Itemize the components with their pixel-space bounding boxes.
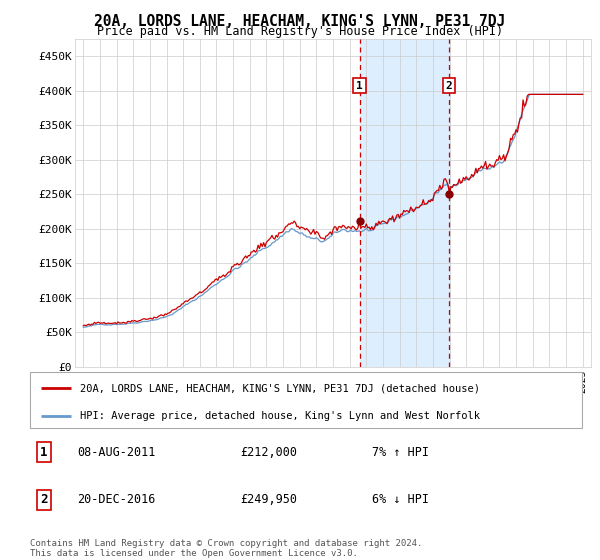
Text: Price paid vs. HM Land Registry's House Price Index (HPI): Price paid vs. HM Land Registry's House …	[97, 25, 503, 38]
Text: HPI: Average price, detached house, King's Lynn and West Norfolk: HPI: Average price, detached house, King…	[80, 411, 479, 421]
Text: 20A, LORDS LANE, HEACHAM, KING'S LYNN, PE31 7DJ: 20A, LORDS LANE, HEACHAM, KING'S LYNN, P…	[94, 14, 506, 29]
Text: £249,950: £249,950	[240, 493, 297, 506]
Text: 1: 1	[40, 446, 47, 459]
Text: 20A, LORDS LANE, HEACHAM, KING'S LYNN, PE31 7DJ (detached house): 20A, LORDS LANE, HEACHAM, KING'S LYNN, P…	[80, 383, 479, 393]
Text: 20-DEC-2016: 20-DEC-2016	[77, 493, 155, 506]
Text: 7% ↑ HPI: 7% ↑ HPI	[372, 446, 429, 459]
Text: 6% ↓ HPI: 6% ↓ HPI	[372, 493, 429, 506]
Text: 08-AUG-2011: 08-AUG-2011	[77, 446, 155, 459]
Text: Contains HM Land Registry data © Crown copyright and database right 2024.
This d: Contains HM Land Registry data © Crown c…	[30, 539, 422, 558]
Text: 2: 2	[446, 81, 452, 91]
Bar	[359, 39, 449, 367]
Text: £212,000: £212,000	[240, 446, 297, 459]
Text: 1: 1	[356, 81, 363, 91]
Text: 2: 2	[40, 493, 47, 506]
